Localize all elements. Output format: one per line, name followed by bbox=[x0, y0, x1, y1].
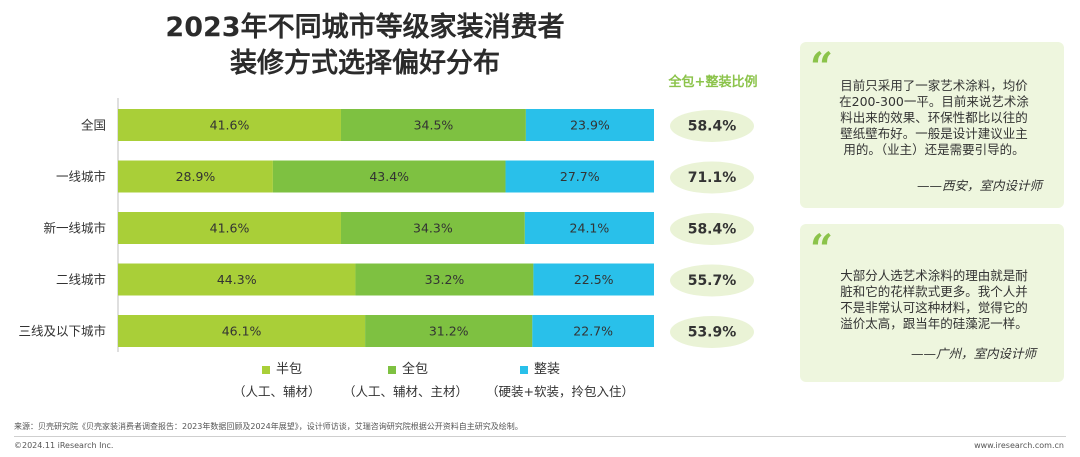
combined-ratio-label: 53.9% bbox=[688, 325, 737, 341]
bar-value-label: 22.7% bbox=[573, 324, 613, 339]
quote-line: 在200-300一平。目前来说艺术涂 bbox=[839, 94, 1029, 109]
bar-value-label: 34.5% bbox=[414, 118, 454, 133]
combined-ratio-oval bbox=[670, 213, 754, 245]
quote-line: 壁纸壁布好。一般是设计建议业主 bbox=[840, 126, 1028, 141]
bar-segment bbox=[118, 160, 273, 193]
legend-label-halfpack: 半包 bbox=[276, 362, 303, 377]
bar-value-label: 23.9% bbox=[570, 118, 610, 133]
legend-sub-halfpack: （人工、辅材） bbox=[233, 384, 321, 399]
bar-segment bbox=[505, 160, 654, 193]
chart-title-line2: 装修方式选择偏好分布 bbox=[230, 48, 500, 79]
category-label: 全国 bbox=[81, 118, 106, 133]
combined-ratio-label: 58.4% bbox=[688, 222, 737, 238]
quote-source: ——广州，室内设计师 bbox=[910, 346, 1036, 361]
legend-swatch-fullpack bbox=[388, 365, 396, 374]
legend-item-wholehouse: 整装 bbox=[520, 358, 560, 377]
legend-sub-wholehouse: （硬装+软装，拎包入住） bbox=[486, 384, 634, 399]
combined-ratio-header: 全包+整装比例 bbox=[668, 75, 758, 90]
bar-value-label: 33.2% bbox=[425, 272, 465, 287]
legend-label-fullpack: 全包 bbox=[402, 362, 429, 377]
bar-segment bbox=[118, 109, 341, 141]
category-label: 新一线城市 bbox=[43, 221, 106, 236]
combined-ratio-label: 71.1% bbox=[688, 170, 737, 186]
website-url: www.iresearch.com.cn bbox=[974, 441, 1064, 450]
bar-segment bbox=[118, 315, 366, 347]
stacked-bar-chart: 全国 41.6% 34.5% 23.9% 58.4% 一线城市 28.9% 43.4% 27.7… bbox=[18, 98, 754, 352]
legend-item-fullpack: 全包 bbox=[388, 358, 428, 377]
legend-label-wholehouse: 整装 bbox=[534, 362, 561, 377]
bar-value-label: 31.2% bbox=[429, 324, 469, 339]
quote-mark-icon: “ bbox=[810, 44, 834, 91]
quote-line: 溢价太高，跟当年的硅藻泥一样。 bbox=[840, 316, 1028, 331]
bar-segment bbox=[118, 263, 356, 296]
quote-text: 大部分人选艺术涂料的理由就是耐 脏和它的花样款式更多。我个人并 不是非常认可这种… bbox=[828, 268, 1040, 332]
combined-ratio-label: 55.7% bbox=[688, 273, 737, 289]
category-label: 三线及以下城市 bbox=[18, 324, 106, 339]
bar-value-label: 34.3% bbox=[413, 221, 453, 236]
quote-line: 目前只采用了一家艺术涂料，均价 bbox=[840, 78, 1028, 93]
chart-title-line1: 2023年不同城市等级家装消费者 bbox=[165, 12, 565, 43]
copyright: ©2024.11 iResearch Inc. bbox=[14, 441, 114, 450]
bar-segment bbox=[340, 109, 526, 141]
category-label: 二线城市 bbox=[56, 272, 106, 287]
bar-value-label: 46.1% bbox=[222, 324, 262, 339]
quote-line: 脏和它的花样款式更多。我个人并 bbox=[840, 284, 1028, 299]
quote-line: 用的。（业主）还是需要引导的。 bbox=[843, 142, 1025, 157]
quote-card-guangzhou: “ 大部分人选艺术涂料的理由就是耐 脏和它的花样款式更多。我个人并 不是非常认可… bbox=[800, 224, 1064, 382]
bar-value-label: 43.4% bbox=[369, 169, 409, 184]
quote-source: ——西安，室内设计师 bbox=[916, 178, 1042, 193]
bar-value-label: 24.1% bbox=[570, 221, 610, 236]
bar-segment bbox=[533, 263, 654, 296]
bar-value-label: 28.9% bbox=[176, 169, 216, 184]
quote-line: 不是非常认可这种材料，觉得它的 bbox=[840, 300, 1028, 315]
bar-segment bbox=[355, 263, 534, 296]
chart-title: 2023年不同城市等级家装消费者 装修方式选择偏好分布 bbox=[130, 10, 600, 82]
bar-value-label: 27.7% bbox=[560, 169, 600, 184]
legend-swatch-halfpack bbox=[262, 365, 270, 374]
bar-value-label: 44.3% bbox=[217, 272, 257, 287]
bar-segment bbox=[365, 315, 533, 347]
source-note: 来源：贝壳研究院《贝壳家装消费者调查报告：2023年数据回顾及2024年展望》，… bbox=[14, 422, 523, 431]
quote-mark-icon: “ bbox=[810, 226, 834, 273]
quote-card-xian: “ 目前只采用了一家艺术涂料，均价 在200-300一平。目前来说艺术涂 料出来… bbox=[800, 42, 1064, 208]
combined-ratio-oval bbox=[670, 264, 754, 297]
bar-segment bbox=[340, 212, 525, 244]
legend-sub-fullpack: （人工、辅材、主材） bbox=[343, 384, 469, 399]
combined-ratio-label: 58.4% bbox=[688, 119, 737, 135]
legend-swatch-wholehouse bbox=[520, 365, 528, 374]
quote-text: 目前只采用了一家艺术涂料，均价 在200-300一平。目前来说艺术涂 料出来的效… bbox=[828, 78, 1040, 158]
bar-value-label: 22.5% bbox=[574, 272, 614, 287]
bar-segment bbox=[118, 212, 341, 244]
combined-ratio-oval bbox=[670, 110, 754, 142]
bar-segment bbox=[525, 109, 654, 141]
quote-line: 料出来的效果、环保性都比以往的 bbox=[840, 110, 1028, 125]
bar-value-label: 41.6% bbox=[210, 118, 250, 133]
combined-ratio-oval bbox=[670, 161, 754, 194]
bar-segment bbox=[272, 160, 506, 193]
bar-value-label: 41.6% bbox=[210, 221, 250, 236]
category-label: 一线城市 bbox=[56, 169, 106, 184]
bar-segment bbox=[532, 315, 654, 347]
bar-segment bbox=[524, 212, 654, 244]
legend-item-halfpack: 半包 bbox=[262, 358, 302, 377]
footer-divider bbox=[14, 436, 1066, 437]
quote-line: 大部分人选艺术涂料的理由就是耐 bbox=[840, 268, 1028, 283]
combined-ratio-oval bbox=[670, 316, 754, 348]
